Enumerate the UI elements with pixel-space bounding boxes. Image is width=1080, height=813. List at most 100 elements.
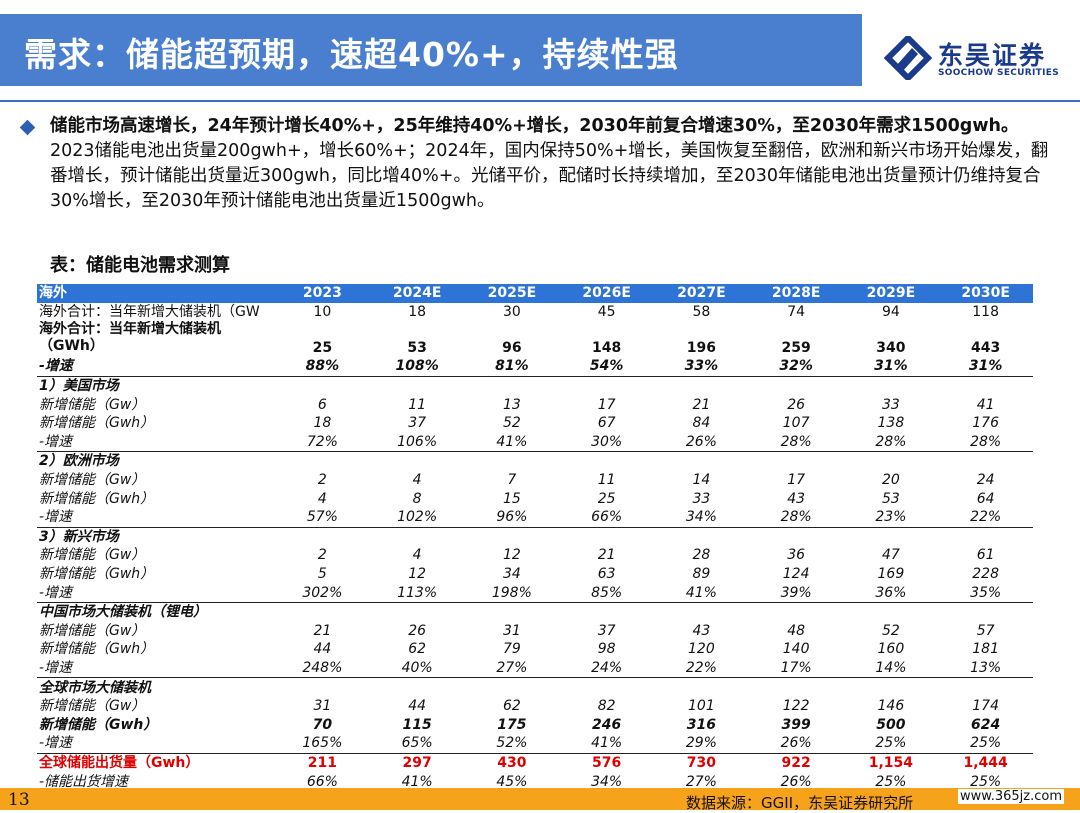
row-label: 新增储能（Gwh） bbox=[39, 566, 155, 583]
table-row: 海外合计：当年新增大储装机（GWh） 25 53 96 148 196 259 340 443 bbox=[37, 321, 1033, 357]
value-cell: 176 bbox=[972, 415, 999, 432]
value-cell: 29% bbox=[685, 735, 717, 752]
value-cell bbox=[559, 451, 654, 471]
value-cell: 148 bbox=[592, 340, 622, 357]
value-cell: 41% bbox=[369, 772, 465, 792]
table-row: 全球储能出货量（Gwh） 211 297 430 576 730 922 1,154 1,444 bbox=[37, 752, 1033, 773]
table-row: 新增储能（Gwh） 4 8 15 25 33 43 53 64 bbox=[37, 489, 1033, 508]
value-cell bbox=[843, 375, 939, 396]
value-cell: 18 bbox=[313, 415, 332, 432]
value-cell: 106% bbox=[397, 433, 438, 450]
value-cell: 302% bbox=[302, 584, 343, 601]
row-label: 海外合计：当年新增大储装机（GWh） bbox=[39, 321, 221, 355]
value-cell: 96 bbox=[502, 340, 522, 357]
table-header-row: 海外 2023 2024E 2025E 2026E 2027E 2028E 20… bbox=[37, 284, 1033, 303]
value-cell bbox=[748, 601, 844, 622]
value-cell: 52% bbox=[496, 735, 528, 752]
value-cell: 31 bbox=[313, 698, 332, 715]
value-cell: 66% bbox=[591, 509, 623, 526]
value-cell: 25 bbox=[597, 490, 616, 507]
table-row: 海外合计：当年新增大储装机（GW 10 18 30 45 58 74 94 118 bbox=[37, 303, 1033, 322]
value-cell: 34 bbox=[502, 566, 521, 583]
table-row: 新增储能（Gwh） 44 62 79 98 120 140 160 181 bbox=[37, 640, 1033, 659]
value-cell bbox=[559, 375, 654, 396]
value-cell: 62 bbox=[408, 641, 427, 658]
value-cell bbox=[654, 451, 749, 471]
data-source: 数据来源：GGII，东吴证券研究所 bbox=[686, 794, 914, 812]
value-cell bbox=[369, 375, 465, 396]
value-cell: 28 bbox=[692, 547, 711, 564]
row-label: -增速 bbox=[39, 584, 73, 601]
value-cell bbox=[748, 375, 844, 396]
value-cell: 52 bbox=[881, 622, 900, 639]
value-cell: 48 bbox=[787, 622, 806, 639]
value-cell bbox=[275, 375, 370, 396]
value-cell: 113% bbox=[397, 584, 438, 601]
header-cell: 2025E bbox=[464, 284, 560, 303]
table-row: 新增储能（Gwh） 5 12 34 63 89 124 169 228 bbox=[37, 565, 1033, 584]
value-cell: 340 bbox=[876, 340, 906, 357]
table-row: 新增储能（Gw） 31 44 62 82 101 122 146 174 bbox=[37, 697, 1033, 716]
value-cell bbox=[654, 526, 749, 547]
value-cell: 198% bbox=[491, 584, 532, 601]
value-cell: 89 bbox=[692, 566, 711, 583]
value-cell: 45% bbox=[464, 772, 560, 792]
value-cell: 43 bbox=[692, 622, 711, 639]
value-cell: 124 bbox=[782, 566, 810, 583]
value-cell: 53 bbox=[407, 340, 427, 357]
table-row: -增速 57% 102% 96% 66% 34% 28% 23% 22% bbox=[37, 508, 1033, 527]
value-cell: 17% bbox=[780, 659, 812, 676]
logo-text-en: SOOCHOW SECURITIES bbox=[938, 68, 1059, 78]
header-divider bbox=[0, 100, 1080, 102]
value-cell: 74 bbox=[787, 303, 806, 320]
value-cell: 196 bbox=[686, 340, 716, 357]
row-label: 新增储能（Gwh） bbox=[39, 716, 158, 733]
value-cell: 53 bbox=[881, 490, 900, 507]
value-cell: 316 bbox=[686, 716, 716, 733]
value-cell: 64 bbox=[976, 490, 995, 507]
diamond-bullet-icon bbox=[19, 119, 36, 136]
page-title: 需求：储能超预期，速超40%+，持续性强 bbox=[24, 35, 679, 74]
value-cell: 23% bbox=[875, 509, 907, 526]
value-cell: 26 bbox=[408, 622, 427, 639]
value-cell: 115 bbox=[402, 716, 432, 733]
value-cell: 44 bbox=[313, 641, 332, 658]
value-cell: 63 bbox=[597, 566, 616, 583]
value-cell: 165% bbox=[302, 735, 343, 752]
value-cell bbox=[843, 601, 939, 622]
value-cell: 14% bbox=[875, 659, 907, 676]
row-label: 新增储能（Gw） bbox=[39, 622, 146, 639]
value-cell: 62 bbox=[502, 698, 521, 715]
value-cell: 181 bbox=[972, 641, 999, 658]
value-cell: 33% bbox=[684, 358, 719, 375]
value-cell: 259 bbox=[781, 340, 811, 357]
value-cell: 41 bbox=[976, 396, 995, 413]
value-cell bbox=[938, 677, 1033, 697]
value-cell: 5 bbox=[317, 566, 327, 583]
value-cell bbox=[654, 375, 749, 396]
row-label: 新增储能（Gw） bbox=[39, 396, 146, 413]
table-row: 新增储能（Gw） 2 4 12 21 28 36 47 61 bbox=[37, 546, 1033, 565]
value-cell: 297 bbox=[369, 752, 465, 773]
value-cell: 85% bbox=[591, 584, 623, 601]
table-row: -增速 302% 113% 198% 85% 41% 39% 36% 35% bbox=[37, 583, 1033, 602]
value-cell bbox=[275, 451, 370, 471]
value-cell: 57% bbox=[306, 509, 338, 526]
value-cell: 175 bbox=[497, 716, 527, 733]
header-cell: 2024E bbox=[369, 284, 465, 303]
table-row: 3）新兴市场 bbox=[37, 526, 1033, 547]
row-label: 新增储能（Gw） bbox=[39, 547, 146, 564]
value-cell bbox=[938, 526, 1033, 547]
value-cell: 18 bbox=[408, 303, 427, 320]
value-cell bbox=[464, 451, 560, 471]
value-cell bbox=[275, 526, 370, 547]
value-cell: 41% bbox=[685, 584, 717, 601]
value-cell: 39% bbox=[780, 584, 812, 601]
value-cell: 31% bbox=[968, 358, 1003, 375]
value-cell: 33 bbox=[881, 396, 900, 413]
table-row: -增速 165% 65% 52% 41% 29% 26% 25% 25% bbox=[37, 734, 1033, 753]
value-cell: 37 bbox=[597, 622, 616, 639]
value-cell: 576 bbox=[559, 752, 654, 773]
value-cell: 228 bbox=[972, 566, 999, 583]
value-cell bbox=[464, 601, 560, 622]
